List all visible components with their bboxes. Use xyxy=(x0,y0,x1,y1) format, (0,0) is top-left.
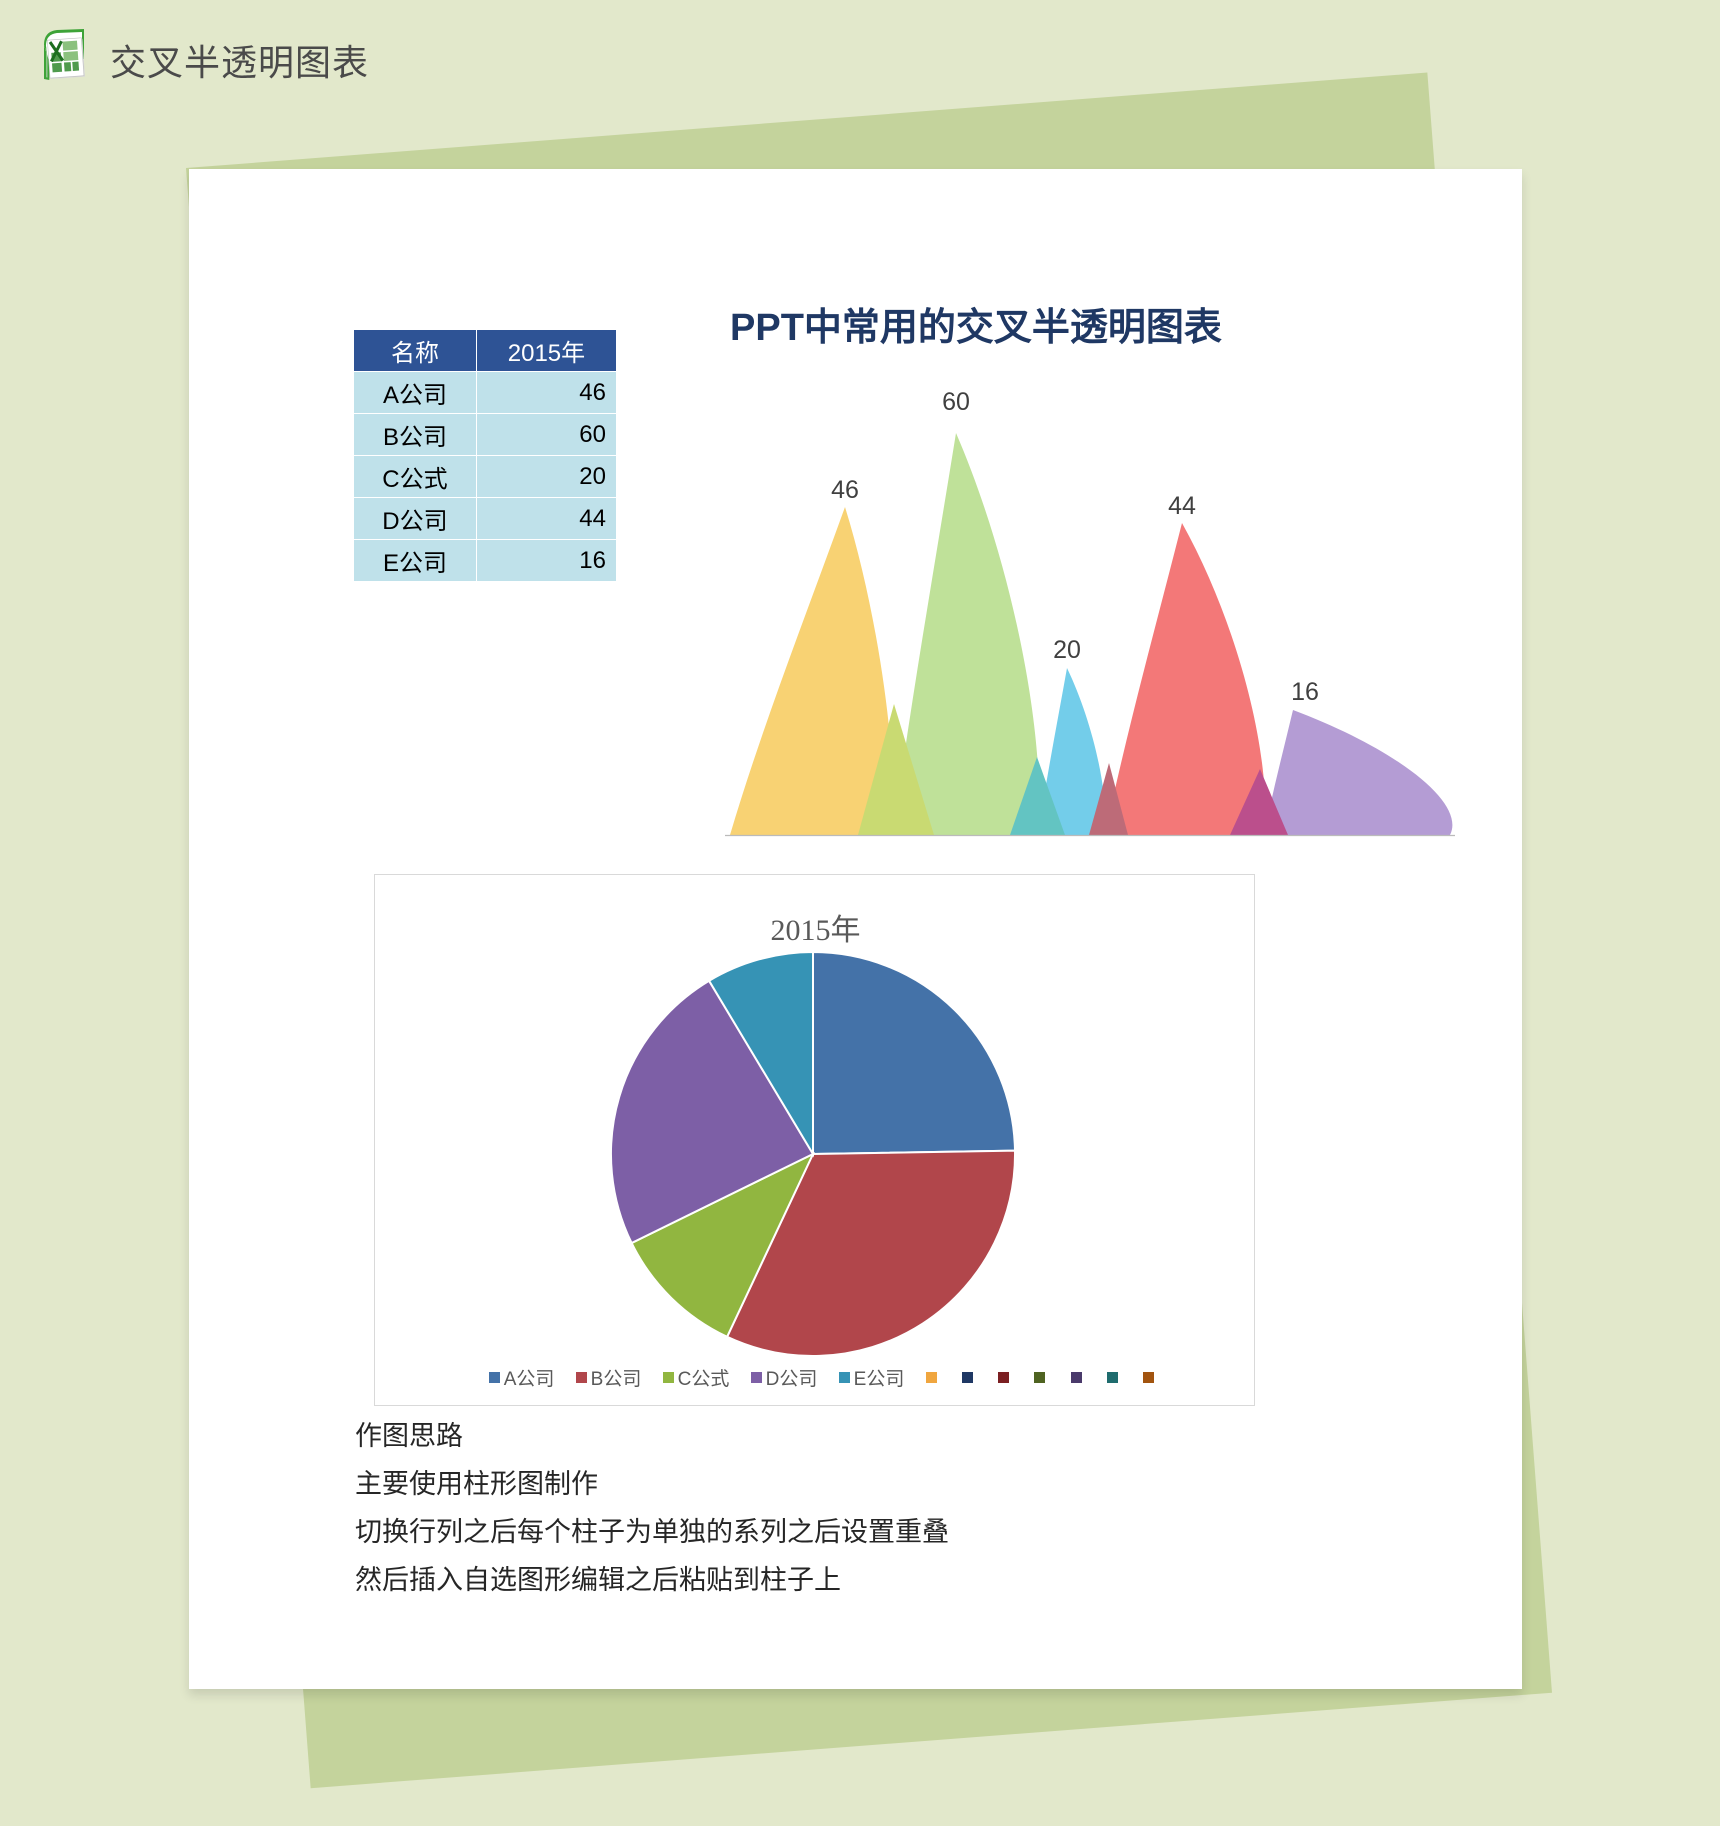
svg-text:20: 20 xyxy=(1053,636,1081,664)
svg-text:16: 16 xyxy=(1291,678,1319,706)
svg-text:46: 46 xyxy=(831,476,859,504)
svg-text:60: 60 xyxy=(942,388,970,416)
svg-text:44: 44 xyxy=(1168,492,1196,520)
